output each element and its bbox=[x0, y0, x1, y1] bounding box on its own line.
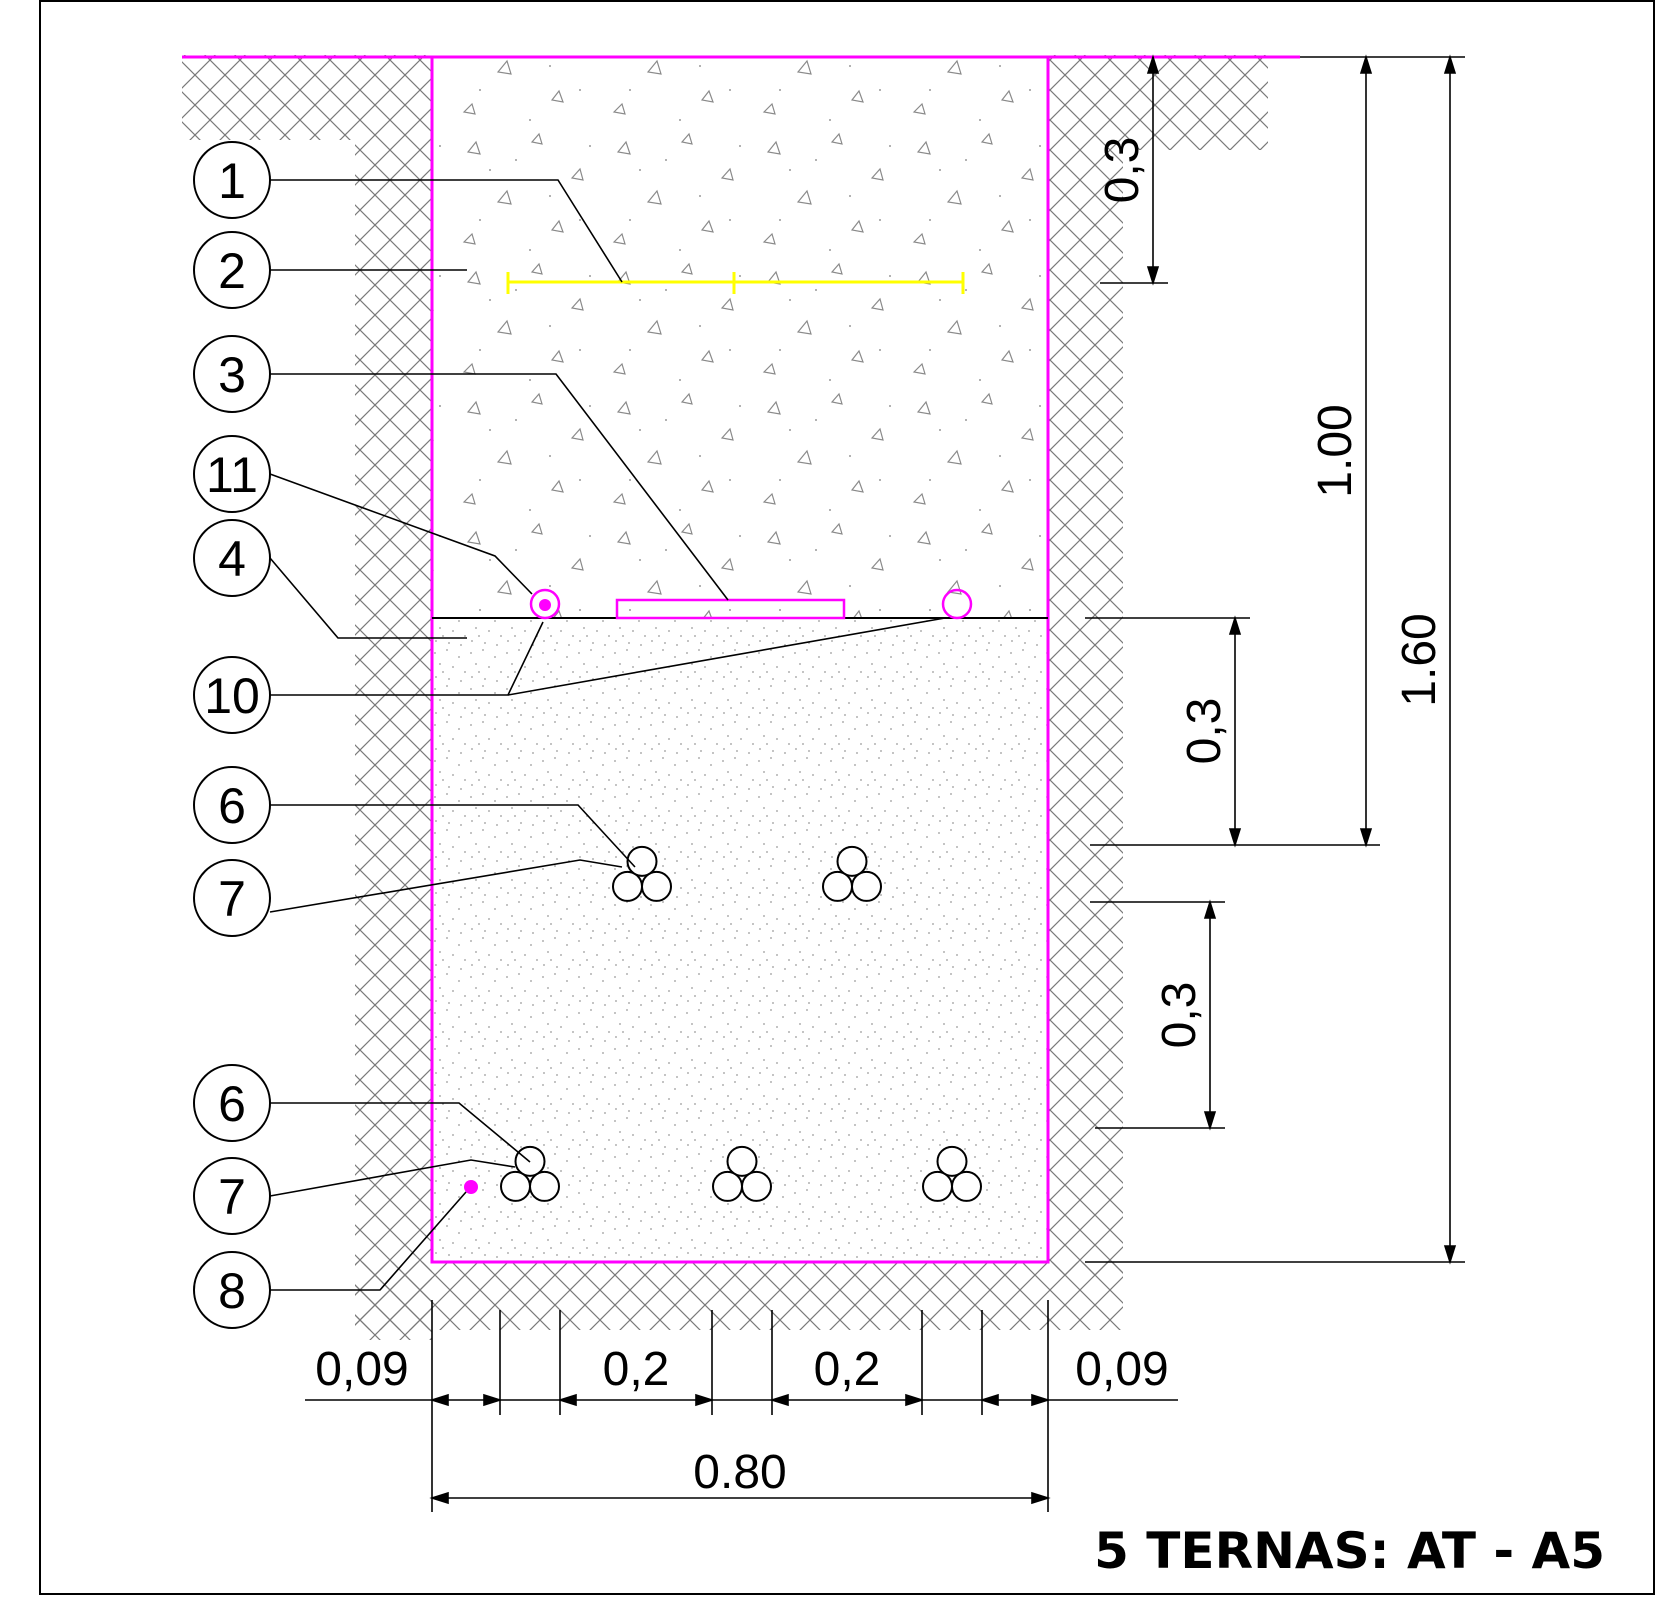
conduit-left bbox=[529, 588, 561, 620]
dim-side-left: 0,09 bbox=[315, 1343, 408, 1396]
callout-label: 7 bbox=[218, 1169, 246, 1225]
dim-spacing-left: 0,2 bbox=[603, 1343, 670, 1396]
earth-conductor bbox=[464, 1180, 478, 1194]
cable-conductor bbox=[612, 870, 643, 902]
dim-depth-upper-row: 1.00 bbox=[1309, 404, 1362, 497]
callout-label: 7 bbox=[218, 871, 246, 927]
cable-trefoils bbox=[500, 845, 982, 1202]
trench-outline bbox=[430, 55, 1050, 1264]
callout-label: 6 bbox=[218, 778, 246, 834]
drawing-title: 5 TERNAS: AT - A5 bbox=[1094, 1522, 1605, 1580]
cable-conductor bbox=[712, 1170, 743, 1202]
callout-label: 8 bbox=[218, 1263, 246, 1319]
dim-total-depth: 1.60 bbox=[1393, 613, 1446, 706]
callout-11: 11 bbox=[193, 435, 271, 513]
cable-trefoil bbox=[822, 845, 882, 902]
protection-plate bbox=[615, 598, 846, 620]
cable-conductor bbox=[936, 1145, 968, 1177]
conduit-left-core bbox=[539, 599, 551, 611]
cable-conductor bbox=[500, 1170, 531, 1202]
dim-side-right: 0,09 bbox=[1075, 1343, 1168, 1396]
callout-3: 3 bbox=[193, 335, 271, 413]
callout-8: 8 bbox=[193, 1251, 271, 1329]
drawing-frame bbox=[39, 0, 1655, 1595]
callout-1: 1 bbox=[193, 141, 271, 219]
cable-trefoil bbox=[712, 1145, 772, 1202]
vertical-dimensions bbox=[1085, 54, 1465, 1265]
callout-label: 10 bbox=[204, 668, 260, 724]
cable-conductor bbox=[641, 870, 672, 902]
conduit-right bbox=[941, 588, 973, 620]
callout-10: 10 bbox=[193, 656, 271, 734]
cable-conductor bbox=[626, 845, 658, 877]
cable-conductor bbox=[836, 845, 868, 877]
callout-4: 4 bbox=[193, 519, 271, 597]
cable-conductor bbox=[851, 870, 882, 902]
soil-hatch bbox=[182, 55, 1268, 1340]
cable-conductor bbox=[726, 1145, 758, 1177]
cable-conductor bbox=[741, 1170, 772, 1202]
callout-label: 3 bbox=[218, 347, 246, 403]
leader-lines bbox=[269, 179, 946, 1291]
callout-6-lower: 6 bbox=[193, 1064, 271, 1142]
callout-7-upper: 7 bbox=[193, 859, 271, 937]
dim-top-cover: 0,3 bbox=[1096, 137, 1149, 204]
callout-7-lower: 7 bbox=[193, 1157, 271, 1235]
dim-total-width: 0.80 bbox=[693, 1446, 786, 1499]
cable-conductor bbox=[822, 870, 853, 902]
callout-label: 4 bbox=[218, 531, 246, 587]
cable-conductor bbox=[951, 1170, 982, 1202]
dim-middle-upper: 0,3 bbox=[1178, 698, 1231, 765]
cable-conductor bbox=[922, 1170, 953, 1202]
cable-trefoil bbox=[612, 845, 672, 902]
callout-2: 2 bbox=[193, 231, 271, 309]
cable-conductor bbox=[529, 1170, 560, 1202]
dim-middle-lower: 0,3 bbox=[1153, 982, 1206, 1049]
cable-trefoil bbox=[922, 1145, 982, 1202]
warning-tape bbox=[506, 272, 965, 294]
concrete-backfill bbox=[432, 55, 1048, 618]
callout-6-upper: 6 bbox=[193, 766, 271, 844]
callout-label: 1 bbox=[218, 153, 246, 209]
callout-label: 11 bbox=[206, 447, 258, 503]
callout-label: 6 bbox=[218, 1076, 246, 1132]
horizontal-dimensions bbox=[305, 1300, 1178, 1512]
callout-label: 2 bbox=[218, 243, 246, 299]
dim-spacing-right: 0,2 bbox=[814, 1343, 881, 1396]
